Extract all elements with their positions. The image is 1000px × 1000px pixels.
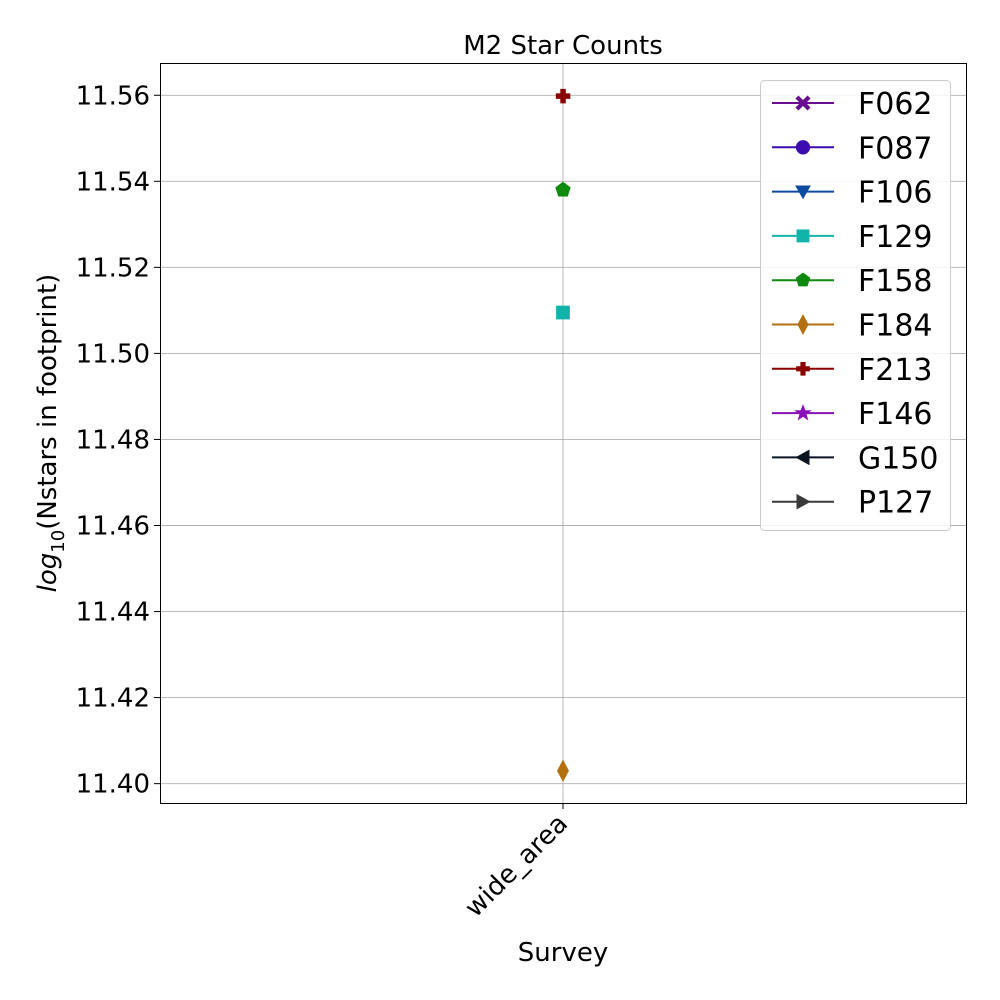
chart-title: M2 Star Counts bbox=[463, 31, 663, 61]
legend-label: F184 bbox=[858, 309, 933, 344]
x-tick-label: wide_area bbox=[459, 809, 574, 924]
plot-area bbox=[160, 63, 967, 804]
legend-label: F158 bbox=[858, 264, 933, 299]
legend-marker-f158 bbox=[795, 272, 811, 287]
y-tick-label: 11.52 bbox=[76, 253, 150, 283]
y-tick-label: 11.54 bbox=[76, 167, 150, 197]
legend-label: F087 bbox=[858, 131, 933, 166]
y-axis-label-text: (Nstars in footprint) bbox=[33, 274, 63, 530]
axis-ticks: 11.40 11.42 11.44 11.46 11.48 11.50 11.52 11.54… bbox=[76, 81, 574, 923]
legend-label: F213 bbox=[858, 353, 933, 388]
y-tick-label: 11.44 bbox=[76, 598, 150, 628]
y-tick-label: 11.48 bbox=[76, 425, 150, 455]
legend-marker-g150 bbox=[795, 449, 810, 466]
legend-item: F062 bbox=[772, 87, 933, 122]
data-point-f184 bbox=[557, 759, 569, 782]
legend-label: G150 bbox=[858, 441, 939, 476]
legend: F062 F087 F106 F129 F158 F184 F213 F146 G150 P127 bbox=[760, 80, 951, 531]
y-tick-label: 11.56 bbox=[76, 81, 150, 111]
y-tick-label: 11.46 bbox=[76, 512, 150, 542]
legend-marker-f106 bbox=[795, 185, 811, 200]
legend-marker-f213 bbox=[796, 362, 810, 376]
legend-label: F129 bbox=[858, 220, 933, 255]
legend-marker-f129 bbox=[796, 229, 810, 243]
legend-item: F158 bbox=[772, 264, 933, 299]
legend-item: F146 bbox=[772, 397, 933, 432]
y-axis-label: log10(Nstars in footprint) bbox=[33, 274, 69, 593]
legend-marker-p127 bbox=[796, 493, 811, 510]
y-tick-label: 11.40 bbox=[76, 770, 150, 800]
legend-item: F106 bbox=[772, 176, 933, 211]
y-tick-label: 11.50 bbox=[76, 339, 150, 369]
data-point-f213 bbox=[555, 88, 571, 104]
legend-label: F106 bbox=[858, 176, 933, 211]
legend-item: F087 bbox=[772, 131, 933, 166]
legend-item: P127 bbox=[772, 486, 933, 521]
legend-box bbox=[760, 80, 951, 531]
legend-item: F184 bbox=[772, 309, 933, 344]
legend-label: F146 bbox=[858, 397, 933, 432]
legend-item: F213 bbox=[772, 353, 933, 388]
legend-label: P127 bbox=[858, 486, 933, 521]
y-axis-label-log: log bbox=[33, 553, 63, 593]
legend-item: G150 bbox=[772, 441, 939, 476]
legend-marker-f146 bbox=[794, 403, 812, 421]
legend-marker-f184 bbox=[797, 314, 809, 335]
data-points bbox=[555, 88, 571, 782]
x-axis-label: Survey bbox=[518, 938, 608, 968]
legend-item: F129 bbox=[772, 220, 933, 255]
y-tick-label: 11.42 bbox=[76, 684, 150, 714]
legend-marker-f062 bbox=[795, 95, 811, 111]
y-axis-label-subscript: 10 bbox=[48, 530, 69, 553]
legend-marker-f087 bbox=[795, 140, 811, 155]
data-point-f129 bbox=[556, 305, 570, 320]
legend-label: F062 bbox=[858, 87, 933, 122]
data-point-f158 bbox=[555, 181, 571, 197]
